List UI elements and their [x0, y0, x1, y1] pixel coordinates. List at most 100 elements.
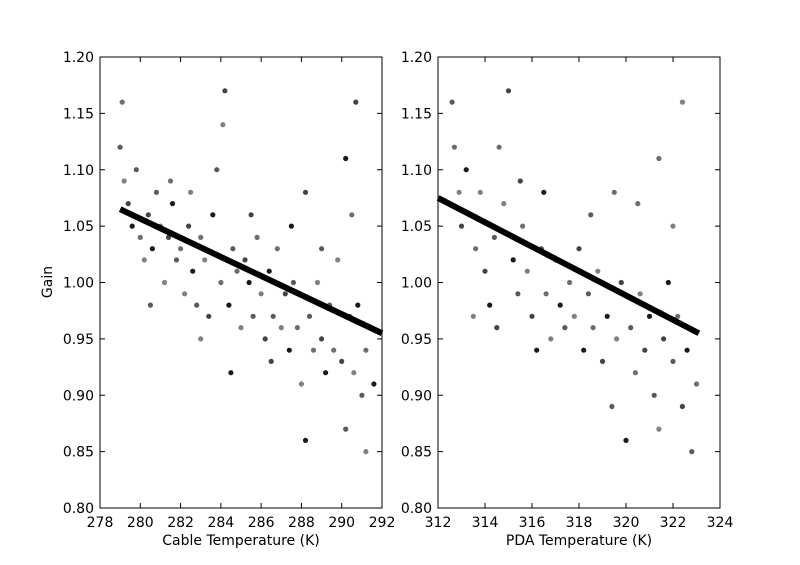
right-x-tick-label: 312: [425, 515, 452, 531]
left-x-tick-label: 288: [288, 515, 315, 531]
left-plot-area: [100, 57, 382, 508]
left-data-point: [238, 325, 244, 331]
left-data-point: [169, 201, 176, 207]
right-data-point: [567, 279, 573, 286]
right-data-point: [458, 223, 465, 229]
left-y-tick-label: 1.15: [63, 106, 94, 122]
left-data-point: [343, 426, 349, 432]
right-x-tick-label: 316: [519, 515, 546, 531]
right-scatter-points: [449, 88, 700, 455]
left-data-point: [153, 189, 159, 195]
right-data-point: [463, 167, 469, 173]
left-data-point: [137, 234, 143, 240]
left-data-point: [173, 257, 180, 263]
right-data-point: [473, 246, 479, 252]
right-data-point: [520, 223, 526, 229]
left-y-tick-label: 0.95: [63, 332, 94, 348]
left-y-tick-label: 1.20: [63, 50, 94, 66]
left-data-point: [323, 370, 329, 376]
left-data-point: [246, 279, 252, 286]
right-data-point: [623, 437, 629, 443]
right-data-point: [642, 347, 648, 353]
left-data-point: [248, 212, 254, 218]
right-data-point: [635, 201, 641, 207]
right-y-tick-label: 0.95: [401, 332, 432, 348]
right-data-point: [496, 144, 502, 150]
right-data-point: [656, 155, 662, 162]
left-x-tick-label: 286: [248, 515, 275, 531]
right-x-tick-label: 320: [613, 515, 640, 531]
right-data-point: [576, 246, 582, 252]
left-data-point: [371, 381, 377, 387]
left-data-point: [145, 212, 151, 218]
right-data-point: [670, 223, 676, 229]
right-data-point: [543, 291, 549, 297]
left-x-tick-label: 292: [369, 515, 396, 531]
left-y-tick-label: 0.80: [63, 501, 94, 517]
right-data-point: [689, 449, 695, 455]
right-data-point: [557, 302, 563, 308]
right-x-tick-label: 324: [707, 515, 734, 531]
left-data-point: [117, 144, 123, 150]
left-data-point: [286, 347, 292, 353]
right-data-point: [609, 403, 615, 410]
left-x-tick-label: 284: [207, 515, 234, 531]
left-data-point: [198, 234, 204, 240]
left-data-point: [125, 201, 131, 207]
left-data-point: [218, 279, 224, 286]
right-data-point: [449, 99, 455, 105]
left-x-axis-title: Cable Temperature (K): [162, 533, 319, 549]
right-data-point: [670, 358, 676, 364]
left-data-point: [226, 302, 232, 308]
left-data-point: [149, 246, 155, 252]
right-x-tick-label: 322: [660, 515, 687, 531]
left-data-point: [290, 279, 296, 286]
left-data-point: [353, 99, 359, 105]
left-data-point: [278, 325, 284, 331]
left-data-point: [202, 257, 208, 263]
left-data-point: [161, 279, 168, 286]
left-data-point: [343, 155, 349, 162]
right-data-point: [501, 201, 507, 207]
left-data-point: [268, 358, 274, 364]
left-data-point: [190, 268, 196, 274]
left-data-point: [220, 122, 226, 128]
right-data-point: [590, 325, 596, 331]
left-data-point: [147, 302, 153, 308]
left-data-point: [178, 246, 184, 252]
right-x-ticks: 312 314 316 318 320 322 324: [425, 57, 734, 531]
left-data-point: [355, 302, 361, 308]
left-data-point: [250, 313, 256, 319]
left-y-tick-label: 0.90: [63, 388, 94, 404]
left-panel: 278 280 282 284 286 288 290 292 0.80 0.85 0.90 0.9…: [40, 50, 395, 549]
right-data-point: [651, 392, 657, 398]
right-data-point: [524, 268, 530, 274]
left-data-point: [228, 370, 234, 376]
left-data-point: [186, 223, 192, 229]
left-data-point: [288, 223, 294, 229]
left-data-point: [167, 178, 174, 184]
right-data-point: [684, 347, 690, 353]
right-y-tick-label: 1.10: [401, 163, 432, 179]
left-y-tick-label: 0.85: [63, 445, 94, 461]
right-data-point: [517, 178, 523, 184]
left-data-point: [274, 246, 280, 252]
right-data-point: [482, 268, 488, 274]
right-data-point: [637, 291, 643, 297]
left-data-point: [182, 291, 188, 297]
left-x-tick-label: 280: [127, 515, 154, 531]
right-data-point: [675, 313, 681, 319]
right-data-point: [548, 336, 554, 342]
right-data-point: [505, 88, 512, 94]
right-data-point: [693, 381, 700, 387]
left-data-point: [254, 234, 260, 240]
right-data-point: [604, 313, 610, 319]
right-data-point: [656, 426, 662, 432]
right-data-point: [661, 336, 667, 342]
right-data-point: [588, 212, 594, 218]
left-data-point: [210, 212, 216, 218]
right-x-tick-label: 314: [472, 515, 499, 531]
right-data-point: [562, 325, 568, 331]
right-data-point: [515, 291, 521, 297]
